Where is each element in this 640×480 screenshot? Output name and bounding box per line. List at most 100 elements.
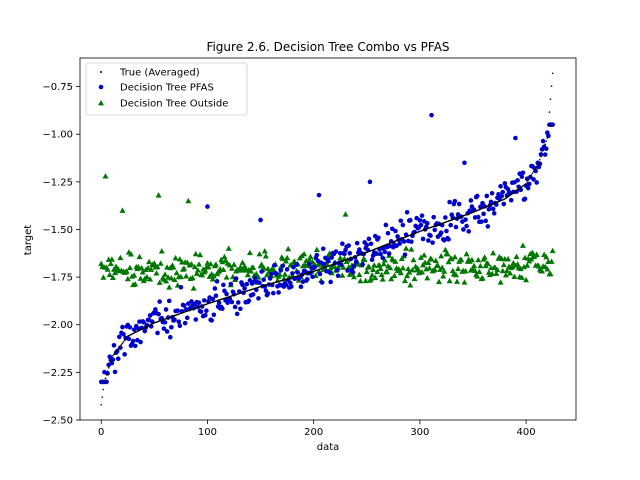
point-decision-tree-outside xyxy=(136,253,143,260)
point-true-averaged xyxy=(551,72,554,75)
point-decision-tree-outside xyxy=(444,250,451,257)
axes: 0 100 200 300 400 −2.50 −2.25 −2.00 −1.75 −1.50 −1… xyxy=(42,57,577,438)
point-decision-tree-pfas xyxy=(333,249,339,254)
point-decision-tree-outside xyxy=(356,271,363,278)
point-decision-tree-pfas xyxy=(350,269,356,275)
point-decision-tree-pfas xyxy=(220,306,225,311)
point-decision-tree-pfas xyxy=(252,275,258,281)
point-decision-tree-pfas xyxy=(229,299,235,305)
point-decision-tree-outside xyxy=(199,271,206,278)
point-true-averaged xyxy=(112,354,114,357)
point-decision-tree-pfas xyxy=(204,308,209,314)
point-decision-tree-pfas xyxy=(242,286,247,291)
point-decision-tree-outside xyxy=(256,250,263,257)
point-decision-tree-pfas xyxy=(374,251,379,256)
point-decision-tree-outside xyxy=(319,262,326,268)
point-decision-tree-outside xyxy=(226,262,233,268)
series-true-averaged xyxy=(100,72,554,406)
point-decision-tree-outside xyxy=(414,265,421,271)
point-true-averaged xyxy=(117,347,120,350)
point-decision-tree-pfas xyxy=(478,204,483,210)
point-decision-tree-pfas xyxy=(290,271,295,276)
point-decision-tree-pfas xyxy=(326,258,331,264)
point-decision-tree-outside xyxy=(461,279,468,285)
point-decision-tree-outside xyxy=(247,268,254,274)
point-true-averaged xyxy=(122,340,125,343)
legend-marker-true-averaged xyxy=(100,71,102,73)
point-decision-tree-pfas xyxy=(505,186,511,192)
plot-area xyxy=(98,72,556,406)
point-decision-tree-pfas xyxy=(417,218,423,223)
point-decision-tree-outside xyxy=(263,271,270,278)
point-decision-tree-pfas xyxy=(366,236,372,242)
point-decision-tree-outside xyxy=(428,256,435,262)
point-decision-tree-pfas xyxy=(316,192,322,198)
point-decision-tree-pfas xyxy=(142,328,148,334)
point-decision-tree-outside xyxy=(183,273,190,279)
point-true-averaged xyxy=(532,170,535,173)
point-true-averaged xyxy=(527,179,530,182)
y-tick-label: −2.00 xyxy=(42,320,73,331)
point-decision-tree-pfas xyxy=(452,198,458,204)
point-decision-tree-outside xyxy=(489,270,496,277)
y-axis-label: target xyxy=(23,225,34,255)
point-decision-tree-pfas xyxy=(198,309,204,315)
point-decision-tree-outside xyxy=(507,270,514,276)
point-true-averaged xyxy=(540,155,542,158)
point-decision-tree-pfas xyxy=(156,311,161,317)
point-decision-tree-outside xyxy=(330,262,337,269)
axes-frame xyxy=(79,57,577,421)
point-decision-tree-pfas xyxy=(234,311,240,317)
point-decision-tree-pfas xyxy=(122,352,127,357)
point-decision-tree-pfas xyxy=(280,263,286,269)
point-decision-tree-outside xyxy=(475,256,482,263)
point-decision-tree-pfas xyxy=(161,326,167,331)
point-true-averaged xyxy=(123,339,126,342)
point-decision-tree-outside xyxy=(484,260,491,266)
series-decision-tree-pfas xyxy=(98,112,555,385)
point-decision-tree-outside xyxy=(123,268,130,274)
point-decision-tree-outside xyxy=(519,242,526,248)
point-decision-tree-pfas xyxy=(172,317,177,323)
point-decision-tree-outside xyxy=(539,268,546,274)
point-decision-tree-outside xyxy=(151,260,158,266)
point-true-averaged xyxy=(547,124,550,126)
point-decision-tree-outside xyxy=(502,271,509,278)
point-decision-tree-pfas xyxy=(298,284,304,290)
point-decision-tree-pfas xyxy=(118,345,123,350)
point-decision-tree-outside xyxy=(313,246,320,252)
point-decision-tree-pfas xyxy=(479,219,484,224)
point-decision-tree-pfas xyxy=(334,267,340,273)
point-true-averaged xyxy=(533,168,536,171)
point-decision-tree-outside xyxy=(190,285,197,291)
point-decision-tree-outside xyxy=(163,277,170,284)
point-true-averaged xyxy=(526,181,528,183)
point-decision-tree-outside xyxy=(177,273,184,280)
point-true-averaged xyxy=(545,140,548,142)
point-decision-tree-pfas xyxy=(418,222,424,228)
point-decision-tree-outside xyxy=(124,275,131,282)
legend-label: True (Averaged) xyxy=(119,68,200,79)
point-true-averaged xyxy=(534,167,537,169)
point-decision-tree-outside xyxy=(173,269,180,276)
point-decision-tree-pfas xyxy=(540,138,546,144)
point-decision-tree-outside xyxy=(426,265,433,271)
point-decision-tree-pfas xyxy=(304,276,310,282)
point-decision-tree-pfas xyxy=(257,280,262,285)
point-decision-tree-pfas xyxy=(284,267,290,272)
point-decision-tree-outside xyxy=(379,276,386,282)
point-true-averaged xyxy=(111,356,113,358)
point-decision-tree-outside xyxy=(106,271,113,278)
point-decision-tree-pfas xyxy=(402,252,408,257)
point-decision-tree-outside xyxy=(548,258,555,264)
point-decision-tree-outside xyxy=(117,254,124,261)
point-decision-tree-pfas xyxy=(360,262,365,267)
point-decision-tree-pfas xyxy=(319,280,325,285)
point-decision-tree-pfas xyxy=(189,299,194,304)
point-decision-tree-outside xyxy=(345,263,352,270)
point-decision-tree-outside xyxy=(490,250,497,256)
point-decision-tree-outside xyxy=(505,255,512,262)
point-decision-tree-outside xyxy=(434,262,441,269)
point-decision-tree-outside xyxy=(435,278,442,285)
point-decision-tree-pfas xyxy=(429,112,434,118)
